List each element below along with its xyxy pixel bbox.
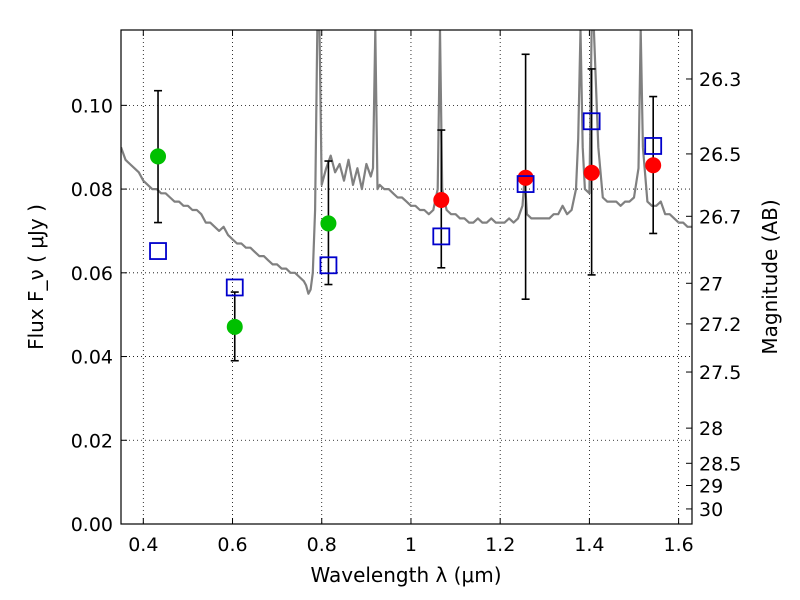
x-tick-label: 1.6: [664, 534, 694, 556]
plot-frame: [120, 29, 693, 525]
right-tick-label: 26.7: [699, 206, 741, 228]
right-tick-label: 28.5: [699, 453, 741, 475]
right-tick-label: 27.5: [699, 362, 741, 384]
x-tick-label: 0.4: [128, 534, 158, 556]
flux-point: [320, 215, 337, 232]
y-tick-label: 0.10: [71, 95, 113, 117]
right-tick-label: 27: [699, 273, 723, 295]
y-tick-label: 0.02: [71, 430, 113, 452]
flux-point: [226, 318, 243, 335]
y-axis-title: Flux F_ν ( μJy ): [24, 204, 48, 350]
flux-point: [433, 191, 450, 208]
flux-point: [583, 164, 600, 181]
model-square: [319, 256, 338, 275]
flux-point: [517, 169, 534, 186]
x-tick-label: 0.6: [217, 534, 247, 556]
right-tick-label: 26.3: [699, 69, 741, 91]
model-square: [582, 112, 601, 131]
model-square: [516, 175, 535, 193]
right-tick-label: 30: [699, 499, 723, 521]
x-tick-label: 1: [405, 534, 417, 556]
y-tick-label: 0.04: [71, 347, 113, 369]
y-tick-label: 0.08: [71, 179, 113, 201]
model-square: [432, 227, 451, 246]
y-tick-label: 0.06: [71, 263, 113, 285]
x-tick-label: 0.8: [307, 534, 337, 556]
x-axis-title: Wavelength λ (μm): [310, 563, 501, 587]
axis-ticks: 0.4 0.6 0.8 1 1.2 1.4 1.6 0.00 0.02 0.04 0.06 0.08 0…: [71, 30, 741, 556]
model-square: [225, 278, 244, 297]
model-square: [644, 137, 663, 155]
model-square: [149, 242, 167, 260]
right-tick-label: 26.5: [699, 144, 741, 166]
right-tick-label: 28: [699, 418, 723, 440]
right-axis-title: Magnitude (AB): [758, 199, 782, 354]
right-tick-label: 27.2: [699, 314, 741, 336]
plot-area: [121, 30, 692, 295]
spectrum-line: [121, 30, 692, 295]
flux-point: [645, 157, 662, 174]
right-tick-label: 29: [699, 475, 723, 497]
grid-lines: [121, 30, 692, 525]
flux-point: [150, 148, 167, 165]
y-tick-label: 0.00: [71, 514, 113, 536]
x-tick-label: 1.2: [485, 534, 515, 556]
x-tick-label: 1.4: [574, 534, 604, 556]
